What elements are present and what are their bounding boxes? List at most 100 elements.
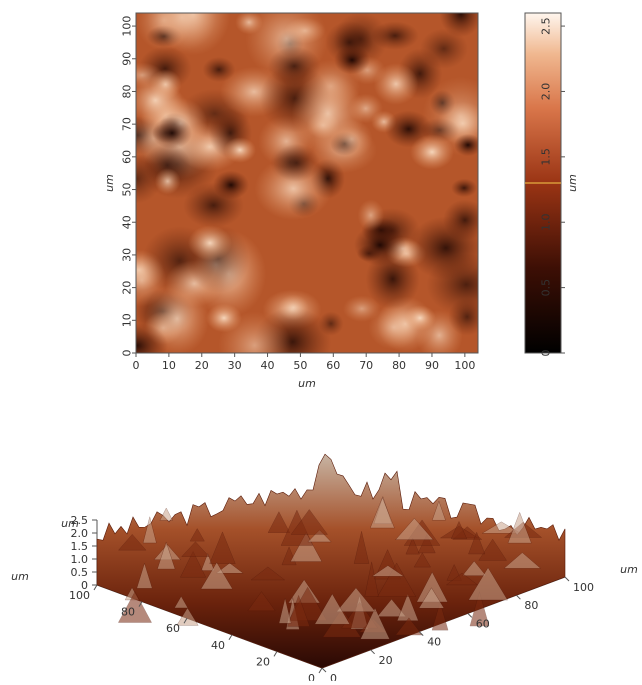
left-tick-mark	[93, 584, 98, 591]
right-tick-label: 80	[524, 599, 538, 612]
bright-patch	[188, 225, 232, 261]
surface-peak	[413, 552, 431, 568]
surface-peak	[290, 509, 328, 535]
bright-patch	[410, 134, 454, 170]
left-tick-label: 20	[256, 655, 270, 668]
right-tick-mark	[418, 631, 424, 636]
surface-peak	[314, 593, 351, 625]
surface-peak	[200, 561, 233, 590]
left-tick-mark	[183, 617, 188, 624]
surface-peak	[290, 532, 323, 562]
dark-region	[273, 143, 320, 182]
surface-left-label: um	[11, 570, 29, 583]
surface-peak	[247, 591, 276, 612]
surface-peak	[118, 591, 152, 623]
surface-peak	[209, 531, 236, 564]
right-tick-label: 20	[379, 654, 393, 667]
surface-peak	[307, 529, 332, 543]
surface-peak	[336, 587, 376, 612]
surface-peak	[481, 521, 522, 534]
bright-region	[342, 295, 381, 322]
colorbar-ticks: 0 0.5 1.0 1.5 2.0 2.5	[540, 17, 565, 357]
left-tick-mark	[318, 667, 323, 674]
surface-peak	[181, 541, 210, 557]
z-tick-label: 1.5	[71, 540, 89, 553]
surface-peak	[136, 562, 153, 589]
x-tick-label: 90	[425, 359, 439, 372]
colorbar-tick-label: 1.0	[540, 213, 553, 231]
surface-peak	[287, 594, 310, 627]
surface-peak	[369, 496, 395, 529]
right-tick-label: 40	[427, 636, 441, 649]
left-tick-mark	[138, 601, 143, 607]
left-tick-mark	[228, 634, 233, 641]
dark-region	[419, 28, 469, 69]
y-tick-label: 70	[121, 117, 134, 131]
bright-region	[154, 168, 181, 195]
y-tick-label: 90	[121, 52, 134, 66]
heatmap-y-ticks: 0 10 20 30 40 50 60 70 80 90 100	[121, 16, 136, 357]
surface-peak	[445, 572, 479, 586]
surface-peak	[469, 590, 490, 627]
colorbar-unit-label: um	[566, 174, 579, 192]
dark-pit	[152, 117, 192, 149]
surface-ridges	[118, 495, 543, 640]
bright-region	[136, 253, 167, 307]
x-tick-label: 30	[228, 359, 242, 372]
right-tick-mark	[516, 594, 521, 600]
z-tick-label: 1.0	[71, 553, 89, 566]
y-tick-label: 20	[121, 281, 134, 295]
right-tick-mark	[564, 576, 570, 582]
right-tick-label: 0	[330, 672, 337, 681]
z-tick-label: 0	[81, 579, 88, 592]
surface-peak	[418, 587, 445, 609]
surface-peak	[180, 550, 207, 578]
surface-peak	[174, 595, 189, 609]
surface-peak	[250, 566, 286, 581]
surface-peak	[176, 607, 199, 626]
z-tick-label: 2.0	[71, 527, 89, 540]
y-tick-label: 100	[121, 16, 134, 37]
bright-region	[357, 199, 385, 232]
x-tick-label: 40	[261, 359, 275, 372]
colorbar-tick-label: 2.0	[540, 83, 553, 101]
left-tick-label: 60	[166, 622, 180, 635]
surface-peak	[468, 531, 486, 555]
surface-peak	[215, 562, 244, 574]
y-tick-label: 50	[121, 183, 134, 197]
surface-peak	[353, 531, 370, 564]
surface-peak	[142, 516, 157, 544]
right-tick-mark	[321, 667, 327, 673]
left-tick-label: 40	[211, 639, 225, 652]
surface-peak	[189, 528, 205, 542]
dark-region	[407, 216, 478, 280]
dark-region	[439, 13, 478, 38]
surface-peak	[118, 534, 147, 551]
surface-peak	[395, 617, 423, 636]
heatmap-x-label: um	[298, 377, 316, 390]
surface-peak	[431, 601, 449, 631]
surface-peak	[405, 537, 420, 555]
surface-peak	[503, 552, 542, 569]
bright-region	[147, 13, 217, 52]
surface-left-ticks: 100 80 60 40 20 0	[69, 584, 323, 685]
y-tick-label: 10	[121, 313, 134, 327]
x-tick-label: 0	[133, 359, 140, 372]
surface-peak	[468, 567, 508, 601]
surface-z-label: um	[61, 517, 79, 530]
dark-region	[318, 311, 344, 336]
x-tick-label: 50	[293, 359, 307, 372]
surface-peak	[157, 541, 176, 570]
bright-patch	[224, 137, 256, 163]
colorbar-tick-label: 1.5	[540, 148, 553, 166]
colorbar-tick-label: 0.5	[540, 279, 553, 297]
surface-z-ticks: 00.51.01.52.02.5	[71, 514, 97, 592]
surface-peak	[376, 598, 407, 617]
left-tick-label: 100	[69, 589, 90, 602]
bright-region	[373, 63, 419, 105]
heatmap-texture	[136, 13, 478, 353]
heatmap-x-ticks: 0 10 20 30 40 50 60 70 80 90 100	[133, 353, 475, 372]
y-tick-label: 30	[121, 248, 134, 262]
heatmap-chart: 0 10 20 30 40 50 60 70 80 90 100 0 10 20 30 40 50 60 70 80…	[103, 12, 479, 390]
